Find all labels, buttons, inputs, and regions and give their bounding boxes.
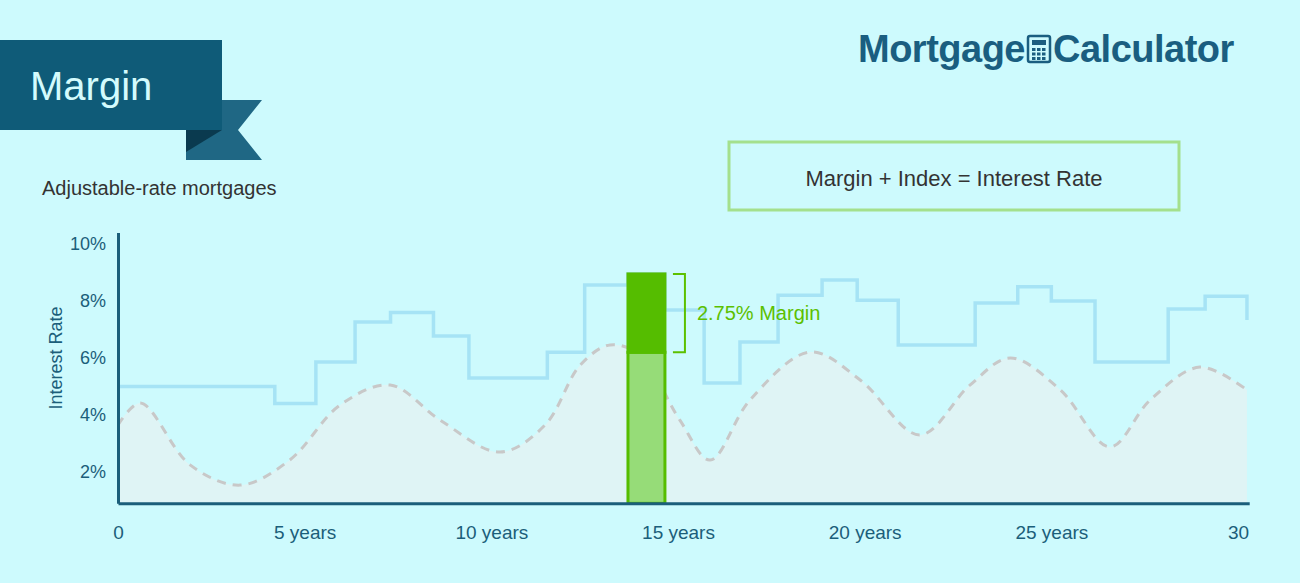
y-tick: 4% xyxy=(80,405,118,425)
index-line xyxy=(118,345,1247,485)
index-bar xyxy=(628,352,665,503)
x-tick-label: 20 years xyxy=(829,522,902,543)
x-tick: 20 years xyxy=(829,503,902,542)
brand-icon xyxy=(1028,36,1050,62)
rate-line xyxy=(118,274,1247,404)
x-tick-label: 10 years xyxy=(455,522,528,543)
formula-box xyxy=(729,142,1179,210)
x-tick: 5 years xyxy=(274,503,336,542)
y-axis: 2% 4% 6% 8% 10% xyxy=(70,233,119,504)
icon-key xyxy=(1042,57,1046,60)
x-tick-label: 30 xyxy=(1228,522,1249,543)
brand-left: Mortgage xyxy=(858,28,1025,70)
x-tick: 15 years xyxy=(642,503,715,542)
y-tick-label: 6% xyxy=(80,348,106,368)
y-tick: 2% xyxy=(80,462,118,482)
icon-key xyxy=(1037,53,1041,56)
chart-root: Margin Mortgage Calculator Margin + Index =… xyxy=(0,0,1300,583)
icon-key xyxy=(1037,57,1041,60)
icon-screen xyxy=(1032,40,1046,45)
y-tick: 10% xyxy=(70,234,118,254)
title-banner: Margin xyxy=(0,40,262,160)
icon-key xyxy=(1042,53,1046,56)
icon-key xyxy=(1032,53,1036,56)
x-tick: 10 years xyxy=(455,503,528,542)
x-tick-label: 0 xyxy=(113,522,124,543)
y-tick: 8% xyxy=(80,291,118,311)
x-tick: 25 years xyxy=(1015,503,1088,542)
margin-bar xyxy=(628,274,665,352)
icon-key xyxy=(1032,48,1036,51)
index-area xyxy=(118,345,1247,504)
x-tick: 30 xyxy=(1228,503,1249,542)
x-axis: 0 5 years 10 years 15 years 20 years 25 years… xyxy=(113,503,1249,542)
y-tick-label: 2% xyxy=(80,462,106,482)
margin-bracket xyxy=(673,274,685,352)
x-tick-label: 15 years xyxy=(642,522,715,543)
plot-area xyxy=(118,274,1247,503)
icon-key xyxy=(1032,57,1036,60)
y-axis-title: Interest Rate xyxy=(46,306,66,409)
icon-frame xyxy=(1028,36,1050,62)
x-tick-label: 25 years xyxy=(1015,522,1088,543)
x-tick-label: 5 years xyxy=(274,522,336,543)
y-tick-label: 4% xyxy=(80,405,106,425)
y-axis-line xyxy=(117,233,120,504)
y-tick-label: 8% xyxy=(80,291,106,311)
banner-fold xyxy=(186,130,222,152)
icon-key xyxy=(1037,48,1041,51)
banner-body xyxy=(0,40,222,130)
brand-right: Calculator xyxy=(1053,28,1235,70)
icon-key xyxy=(1042,48,1046,51)
x-axis-line xyxy=(119,502,1250,505)
background xyxy=(0,0,1300,583)
subtitle: Adjustable-rate mortgages xyxy=(42,177,277,199)
y-tick-label: 10% xyxy=(70,234,106,254)
margin-label: 2.75% Margin xyxy=(697,302,820,324)
formula-text: Margin + Index = Interest Rate xyxy=(805,166,1102,191)
title: Margin xyxy=(30,64,152,108)
y-tick: 6% xyxy=(80,348,118,368)
brand-logo: Mortgage Calculator xyxy=(858,28,1235,70)
x-tick: 0 xyxy=(113,503,124,542)
